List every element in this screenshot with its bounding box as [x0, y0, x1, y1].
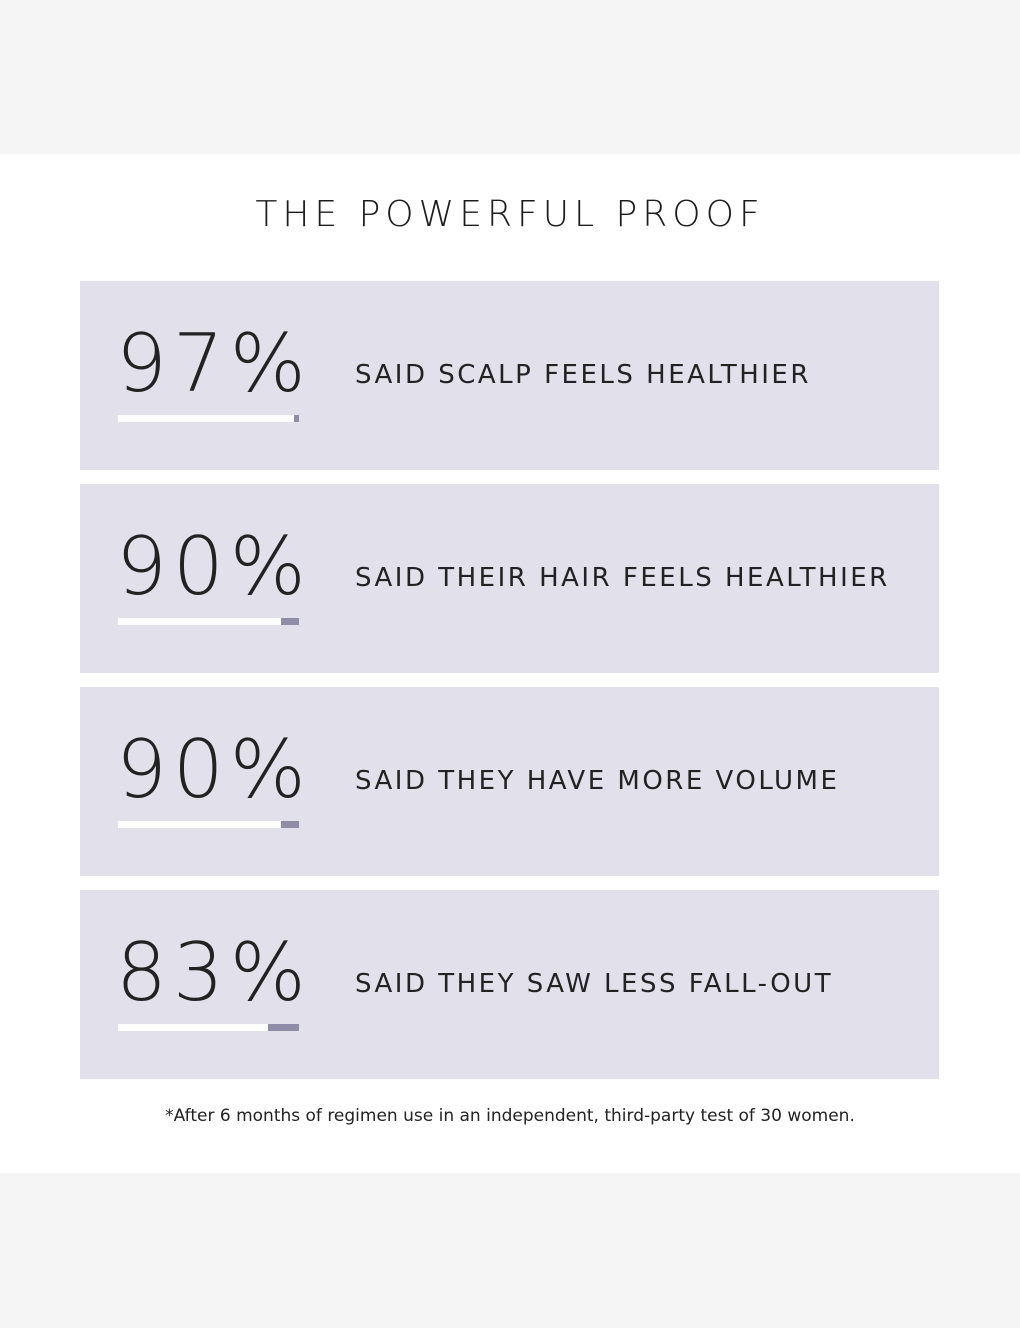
stat-card-volume: 90% SAID THEY HAVE MORE VOLUME — [80, 687, 939, 876]
stat-value: 90% — [116, 520, 312, 613]
stat-progress-fill — [118, 821, 281, 828]
stat-progress-bar — [118, 1024, 299, 1031]
stat-progress-fill — [118, 618, 281, 625]
stat-card-fallout: 83% SAID THEY SAW LESS FALL-OUT — [80, 890, 939, 1079]
stat-progress-bar — [118, 415, 299, 422]
stat-value: 90% — [116, 723, 312, 816]
stat-card-hair: 90% SAID THEIR HAIR FEELS HEALTHIER — [80, 484, 939, 673]
stat-label: SAID THEY HAVE MORE VOLUME — [355, 766, 840, 796]
stat-progress-bar — [118, 821, 299, 828]
stat-value: 83% — [116, 926, 312, 1019]
stat-label: SAID SCALP FEELS HEALTHIER — [355, 360, 811, 390]
stat-label: SAID THEY SAW LESS FALL-OUT — [355, 969, 834, 999]
stat-label: SAID THEIR HAIR FEELS HEALTHIER — [355, 563, 890, 593]
page-title: THE POWERFUL PROOF — [255, 194, 765, 235]
stat-progress-fill — [118, 415, 294, 422]
stat-progress-fill — [118, 1024, 269, 1031]
footnote: *After 6 months of regimen use in an ind… — [165, 1106, 855, 1126]
stat-progress-bar — [118, 618, 299, 625]
stat-card-scalp: 97% SAID SCALP FEELS HEALTHIER — [80, 281, 939, 470]
stat-value: 97% — [116, 317, 312, 410]
